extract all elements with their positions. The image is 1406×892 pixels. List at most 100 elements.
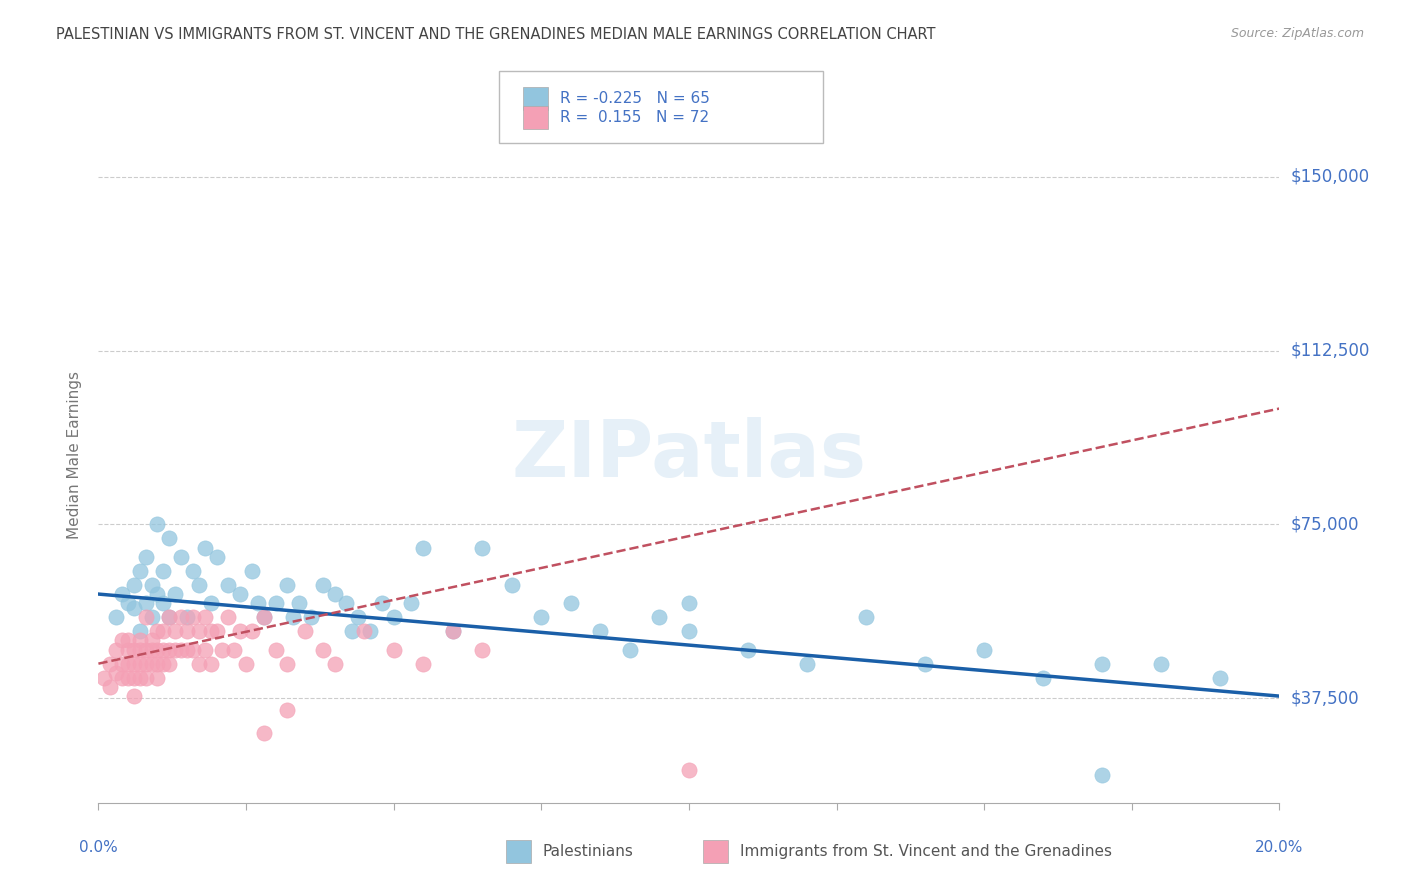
Point — [276, 657, 298, 671]
Point — [105, 642, 128, 657]
Point — [240, 624, 263, 639]
Point — [323, 657, 346, 671]
Point — [1091, 657, 1114, 671]
Point — [1032, 671, 1054, 685]
Point — [135, 549, 157, 564]
Text: Palestinians: Palestinians — [543, 845, 634, 859]
Point — [194, 610, 217, 624]
Point — [678, 624, 700, 639]
Point — [117, 596, 139, 610]
Point — [471, 541, 494, 555]
Point — [211, 642, 233, 657]
Point — [342, 624, 364, 639]
Point — [117, 671, 139, 685]
Point — [471, 642, 494, 657]
Point — [165, 642, 187, 657]
Y-axis label: Median Male Earnings: Median Male Earnings — [67, 371, 83, 539]
Point — [1091, 768, 1114, 782]
Point — [678, 764, 700, 778]
Point — [229, 587, 252, 601]
Point — [914, 657, 936, 671]
Point — [98, 657, 121, 671]
Point — [117, 633, 139, 648]
Text: Source: ZipAtlas.com: Source: ZipAtlas.com — [1230, 27, 1364, 40]
Point — [157, 657, 180, 671]
Point — [401, 596, 423, 610]
Point — [187, 624, 209, 639]
Point — [335, 596, 357, 610]
Point — [501, 578, 523, 592]
Text: R = -0.225   N = 65: R = -0.225 N = 65 — [560, 91, 710, 105]
Point — [141, 610, 163, 624]
Point — [441, 624, 464, 639]
Point — [648, 610, 671, 624]
Point — [111, 671, 134, 685]
Point — [128, 642, 150, 657]
Point — [122, 657, 145, 671]
Point — [619, 642, 641, 657]
Point — [117, 642, 139, 657]
Point — [122, 601, 145, 615]
Point — [157, 532, 180, 546]
Point — [246, 596, 269, 610]
Point — [264, 596, 287, 610]
Point — [200, 596, 222, 610]
Point — [412, 657, 434, 671]
Point — [276, 578, 298, 592]
Point — [122, 671, 145, 685]
Point — [176, 642, 198, 657]
Text: ZIPatlas: ZIPatlas — [512, 417, 866, 493]
Point — [141, 642, 163, 657]
Point — [235, 657, 257, 671]
Point — [382, 642, 405, 657]
Text: $37,500: $37,500 — [1291, 690, 1360, 707]
Point — [105, 665, 128, 680]
Point — [93, 671, 115, 685]
Point — [371, 596, 394, 610]
Point — [128, 624, 150, 639]
Point — [294, 624, 316, 639]
Point — [240, 564, 263, 578]
Point — [111, 587, 134, 601]
Point — [117, 657, 139, 671]
Point — [111, 657, 134, 671]
Point — [353, 624, 375, 639]
Point — [276, 703, 298, 717]
Text: 0.0%: 0.0% — [79, 840, 118, 855]
Point — [359, 624, 381, 639]
Point — [170, 642, 193, 657]
Point — [288, 596, 311, 610]
Point — [135, 610, 157, 624]
Point — [441, 624, 464, 639]
Point — [283, 610, 305, 624]
Point — [737, 642, 759, 657]
Point — [122, 578, 145, 592]
Point — [224, 642, 246, 657]
Point — [382, 610, 405, 624]
Point — [135, 671, 157, 685]
Point — [170, 549, 193, 564]
Point — [165, 587, 187, 601]
Point — [152, 596, 174, 610]
Point — [165, 624, 187, 639]
Point — [128, 633, 150, 648]
Point — [205, 624, 228, 639]
Point — [217, 578, 239, 592]
Point — [530, 610, 553, 624]
Point — [141, 578, 163, 592]
Point — [105, 610, 128, 624]
Point — [253, 610, 276, 624]
Point — [229, 624, 252, 639]
Text: R =  0.155   N = 72: R = 0.155 N = 72 — [560, 111, 709, 125]
Point — [111, 633, 134, 648]
Point — [176, 610, 198, 624]
Point — [146, 657, 169, 671]
Point — [128, 671, 150, 685]
Point — [347, 610, 370, 624]
Point — [176, 624, 198, 639]
Point — [122, 642, 145, 657]
Point — [312, 642, 335, 657]
Point — [146, 587, 169, 601]
Point — [855, 610, 877, 624]
Point — [152, 564, 174, 578]
